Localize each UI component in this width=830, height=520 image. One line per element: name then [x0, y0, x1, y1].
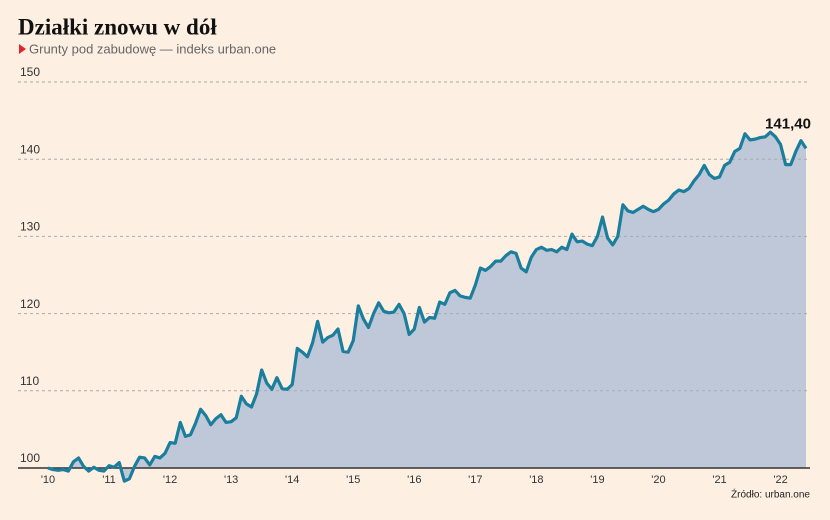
- x-tick-label: '12: [163, 474, 177, 486]
- y-tick-label: 130: [20, 220, 40, 234]
- x-tick-label: '10: [41, 474, 55, 486]
- y-tick-label: 120: [20, 297, 40, 311]
- x-tick-label: '20: [651, 474, 665, 486]
- chart-subtitle: Grunty pod zabudowę — indeks urban.one: [29, 41, 276, 56]
- x-tick-label: '21: [712, 474, 726, 486]
- x-tick-label: '14: [285, 474, 299, 486]
- source: Źródło: urban.one: [731, 488, 810, 501]
- x-tick-label: '13: [224, 474, 238, 486]
- x-tick-label: '18: [529, 474, 543, 486]
- x-tick-label: '22: [773, 474, 787, 486]
- x-tick-label: '15: [346, 474, 360, 486]
- y-tick-label: 100: [20, 451, 40, 465]
- line: [47, 130, 808, 483]
- value-label: 141,40: [765, 115, 811, 132]
- chart-title: Działki znowu w dół: [18, 14, 217, 39]
- y-tick-label: 150: [20, 65, 40, 79]
- x-tick-label: '16: [407, 474, 421, 486]
- y-tick-label: 140: [20, 142, 40, 156]
- area: [48, 132, 806, 482]
- x-tick-label: '19: [590, 474, 604, 486]
- y-tick-label: 110: [20, 374, 39, 388]
- x-tick-label: '11: [102, 474, 116, 486]
- subtitle-marker: [19, 44, 26, 54]
- x-tick-label: '17: [468, 474, 482, 486]
